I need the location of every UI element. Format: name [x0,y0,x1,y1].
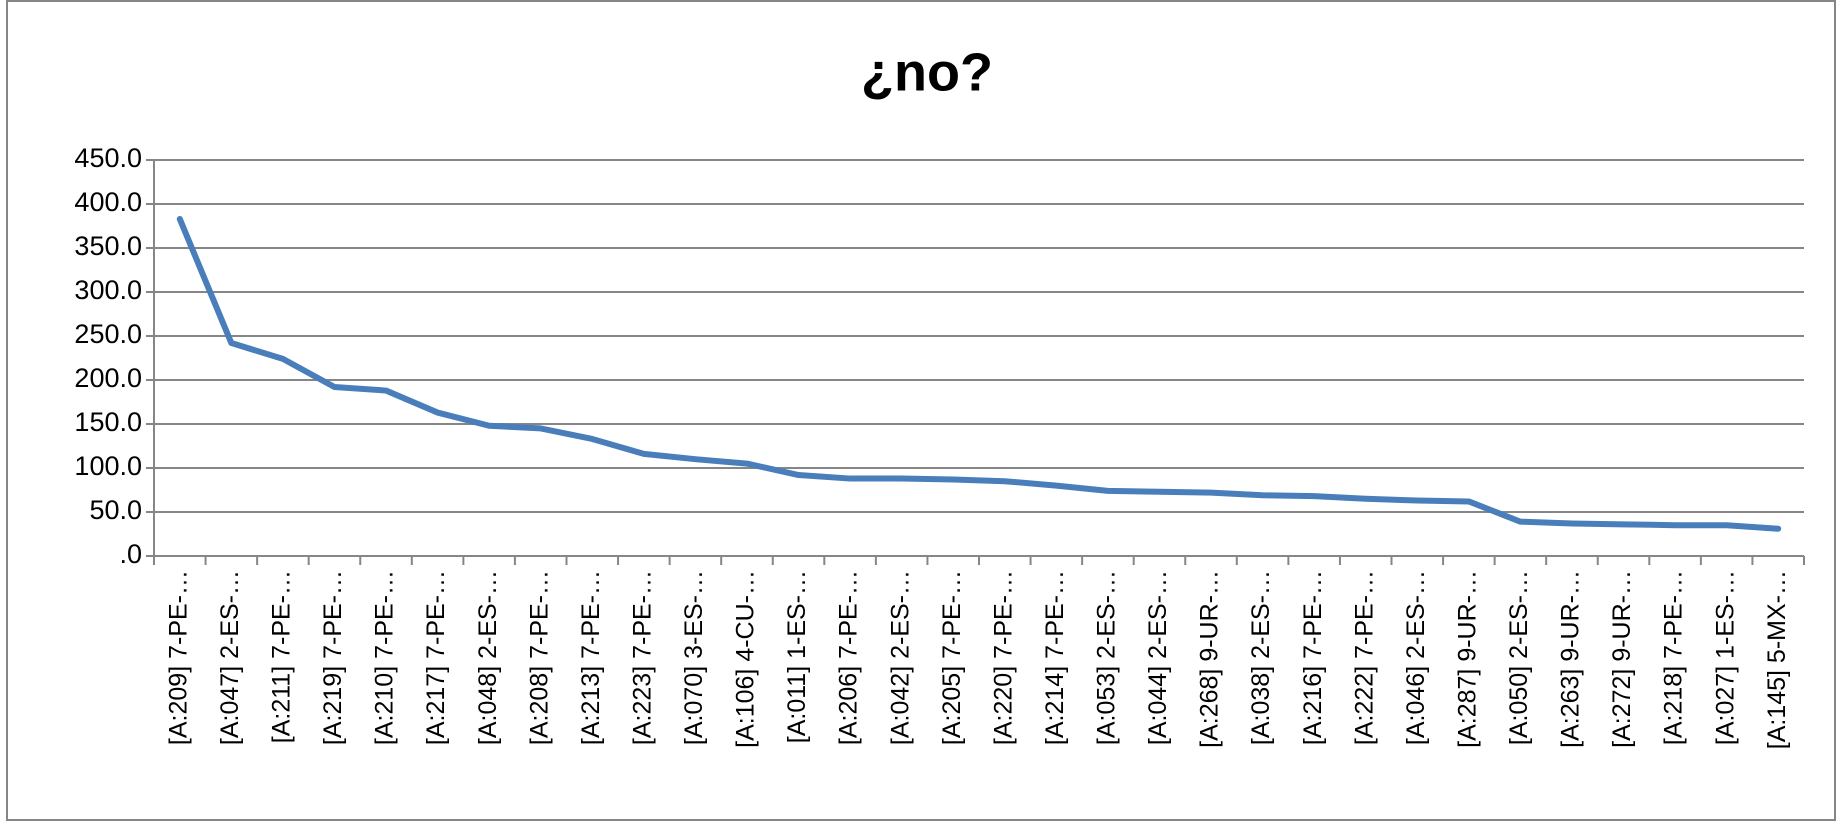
x-tick-label: [A:211] 7-PE-… [268,570,296,743]
x-tick-label: [A:268] 9-UR-… [1196,570,1224,748]
x-tick-label: [A:222] 7-PE-… [1350,570,1378,745]
x-tick-label: [A:213] 7-PE-… [577,570,605,745]
x-tick-label: [A:206] 7-PE-… [835,570,863,745]
x-tick-label: [A:070] 3-ES-… [680,570,708,745]
x-tick-label: [A:208] 7-PE-… [525,570,553,745]
y-tick-label: 200.0 [74,363,142,393]
y-tick-label: .0 [119,539,142,569]
x-tick-label: [A:011] 1-ES-… [783,570,811,743]
y-tick-label: 150.0 [74,407,142,437]
y-tick-label: 50.0 [89,495,142,525]
x-tick-label: [A:042] 2-ES-… [886,570,914,745]
y-tick-label: 450.0 [74,143,142,173]
x-tick-label: [A:210] 7-PE-… [371,570,399,745]
chart-frame [6,0,1836,821]
chart-title: ¿no? [861,42,993,102]
x-tick-label: [A:217] 7-PE-… [422,570,450,745]
y-tick-label: 100.0 [74,451,142,481]
x-tick-label: [A:272] 9-UR-… [1608,570,1636,748]
x-tick-label: [A:218] 7-PE-… [1660,570,1688,745]
x-tick-label: [A:145] 5-MX-… [1763,570,1791,749]
y-tick-label: 350.0 [74,231,142,261]
x-tick-label: [A:046] 2-ES-… [1402,570,1430,745]
x-tick-label: [A:038] 2-ES-… [1247,570,1275,745]
y-tick-label: 250.0 [74,319,142,349]
x-tick-label: [A:214] 7-PE-… [1041,570,1069,745]
x-tick-label: [A:209] 7-PE-… [164,570,192,745]
x-tick-label: [A:044] 2-ES-… [1144,570,1172,745]
x-tick-label: [A:220] 7-PE-… [989,570,1017,745]
x-tick-label: [A:219] 7-PE-… [319,570,347,745]
x-tick-label: [A:205] 7-PE-… [938,570,966,745]
x-tick-label: [A:050] 2-ES-… [1505,570,1533,745]
y-tick-label: 400.0 [74,187,142,217]
x-tick-label: [A:106] 4-CU-… [732,570,760,748]
x-tick-label: [A:053] 2-ES-… [1093,570,1121,745]
x-tick-label: [A:047] 2-ES-… [216,570,244,745]
y-tick-label: 300.0 [74,275,142,305]
x-tick-label: [A:216] 7-PE-… [1299,570,1327,745]
x-tick-label: [A:048] 2-ES-… [474,570,502,745]
x-tick-label: [A:223] 7-PE-… [628,570,656,745]
x-tick-label: [A:263] 9-UR-… [1557,570,1585,748]
line-series [176,215,1782,532]
x-tick-label: [A:027] 1-ES-… [1711,570,1739,745]
x-tick-label: [A:287] 9-UR-… [1453,570,1481,748]
